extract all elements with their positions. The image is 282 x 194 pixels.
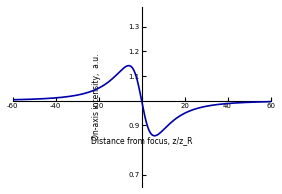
Y-axis label: On-axis intensity,  a.u.: On-axis intensity, a.u. (92, 54, 100, 140)
X-axis label: Distance from focus, z/z_R: Distance from focus, z/z_R (91, 137, 192, 146)
